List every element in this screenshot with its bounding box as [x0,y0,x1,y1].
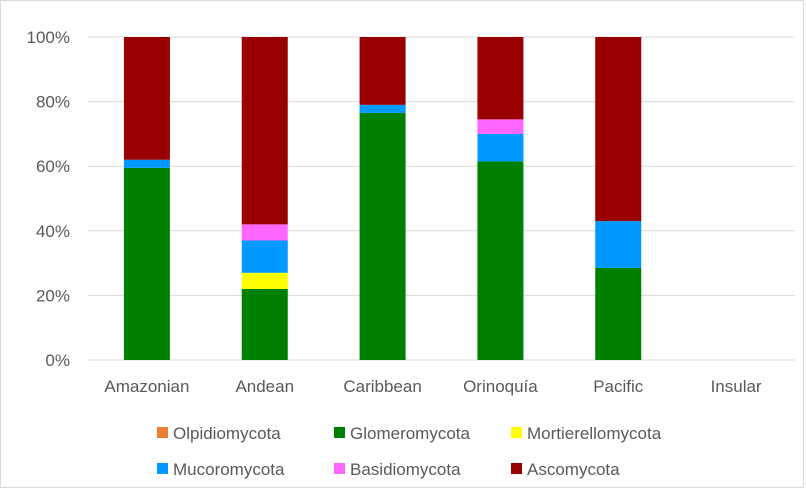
legend: Olpidiomycota Glomeromycota Mortierellomyc… [157,424,662,479]
legend-swatch-mucoromycota [157,463,168,474]
y-tick-label: 40% [36,222,70,241]
legend-swatch-olpidiomycota [157,427,168,438]
bar-segment-mortierellomycota [241,272,288,289]
x-tick-label: Amazonian [104,377,189,396]
bar-segment-glomeromycota [477,161,524,360]
y-tick-label: 0% [45,351,70,370]
bar-segment-glomeromycota [123,167,170,360]
bar-segment-glomeromycota [241,288,288,360]
bar-segment-mucoromycota [123,159,170,168]
legend-swatch-mortierellomycota [511,427,522,438]
bar-segment-glomeromycota [359,112,406,360]
legend-swatch-basidiomycota [334,463,345,474]
legend-swatch-ascomycota [511,463,522,474]
y-tick-label: 100% [27,28,70,47]
bar-segment-ascomycota [241,37,288,225]
legend-label: Ascomycota [527,460,620,479]
legend-label: Mucoromycota [173,460,285,479]
legend-label: Basidiomycota [350,460,461,479]
legend-swatch-glomeromycota [334,427,345,438]
x-tick-label: Pacific [593,377,644,396]
x-tick-label: Andean [235,377,294,396]
y-tick-label: 20% [36,286,70,305]
legend-label: Mortierellomycota [527,424,662,443]
bar-segment-ascomycota [359,37,406,105]
x-axis-ticks: Amazonian Andean Caribbean Orinoquía Pacific… [104,377,762,396]
x-tick-label: Orinoquía [463,377,538,396]
bar-segment-ascomycota [123,37,170,160]
bar-segment-mucoromycota [359,104,406,113]
x-tick-label: Caribbean [343,377,421,396]
legend-label: Glomeromycota [350,424,471,443]
legend-label: Olpidiomycota [173,424,281,443]
bar-segment-ascomycota [595,37,642,222]
y-tick-label: 60% [36,157,70,176]
bars [123,37,642,360]
y-tick-label: 80% [36,93,70,112]
bar-segment-basidiomycota [477,119,524,134]
bar-segment-ascomycota [477,37,524,120]
gridlines [88,36,795,361]
x-tick-label: Insular [711,377,762,396]
bar-segment-mucoromycota [595,221,642,268]
y-axis-ticks: 0% 20% 40% 60% 80% 100% [27,28,70,370]
bar-segment-glomeromycota [595,267,642,360]
bar-segment-basidiomycota [241,224,288,241]
bar-segment-mucoromycota [241,240,288,273]
bar-segment-mucoromycota [477,133,524,162]
